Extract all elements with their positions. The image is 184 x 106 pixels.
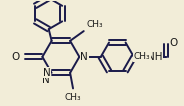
Text: N: N [42, 75, 50, 85]
Text: CH₃: CH₃ [65, 93, 81, 102]
Text: O: O [12, 52, 20, 62]
Text: NH: NH [147, 52, 163, 62]
Text: O: O [170, 38, 178, 48]
Text: N: N [43, 68, 51, 78]
Text: CH₃: CH₃ [134, 52, 150, 61]
Text: N: N [80, 52, 88, 62]
Text: CH₃: CH₃ [87, 20, 103, 29]
